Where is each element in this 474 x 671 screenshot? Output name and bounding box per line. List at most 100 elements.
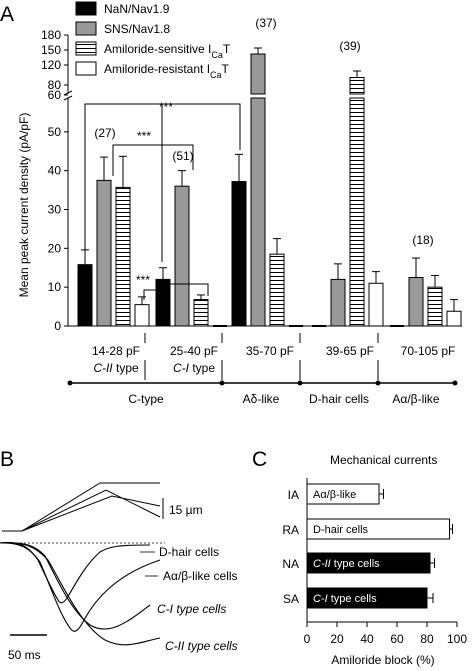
bar-label-c: C-II type cells [313,558,380,570]
current-traces [0,541,161,646]
bar [193,299,209,327]
trace-a-beta [0,542,161,632]
scale-bar-x-label: 50 ms [8,648,41,662]
x-tick-label: 20 [330,632,344,646]
bar [231,181,247,327]
y-tick-label: 10 [48,280,62,294]
category-label-c: RA [282,523,299,537]
stimulus-ramps [2,482,164,532]
bracket-3 [143,289,162,300]
trace-c-i [0,542,151,630]
bar [77,264,93,327]
category-range: 39-65 pF [326,344,374,358]
significance-1: *** [159,100,173,114]
n-label: (37) [255,16,276,30]
x-tick-label: 100 [447,632,467,646]
bar [427,286,443,327]
bar [349,77,365,95]
bar [96,179,112,327]
y-axis-label: Mean peak current density (pA/pF) [17,113,31,298]
trace-label-c-ii: C-II type cells [165,639,238,653]
bar [330,278,346,327]
legend-label: SNS/Nav1.8 [104,22,170,36]
bar-label-c: D-hair cells [313,524,369,536]
n-label: (51) [172,149,193,163]
n-label: (27) [94,126,115,140]
y-tick-label: 20 [48,241,62,255]
x-tick-label: 40 [360,632,374,646]
bars-a: (27) (51) (37) (39) (18) [68,16,462,327]
legend-swatch [75,61,97,76]
category-range: 70-105 pF [401,344,456,358]
n-label: (39) [339,39,360,53]
x-tick-label: 60 [390,632,404,646]
ramp-trace-2 [2,495,161,532]
category-range: 35-70 pF [246,344,294,358]
category-type: C-II type [93,361,139,375]
bar [134,304,150,327]
category-type: C-I type [173,361,215,375]
legend: NaN/Nav1.9 SNS/Nav1.8 Amiloride-sensitive … [75,1,231,80]
ramp-trace-1 [2,482,160,532]
category-range: 14-28 pF [92,344,140,358]
category-labels: 14-28 pF C-II type 25-40 pF C-I type 35-70 p… [92,333,455,380]
significance-3: *** [136,273,150,287]
cell-group-label: Aα/β-like [392,392,440,406]
bar-label-c: Aα/β-like [313,489,356,501]
legend-label: Amiloride-resistant ICaT [104,62,230,80]
y-tick-label: 0 [54,319,61,333]
legend-label: Amiloride-sensitive ICaT [104,42,231,60]
y-tick-label: 40 [48,164,62,178]
n-label: (18) [412,233,433,247]
trace-label-a-beta: Aα/β-like cells [163,569,238,583]
bar [250,97,266,327]
y-tick-label: 120 [41,58,61,72]
y-tick-label: 50 [48,125,62,139]
category-label-c: SA [283,592,299,606]
bar [250,53,266,95]
trace-labels: D-hair cells Aα/β-like cells C-I type ce… [140,545,238,653]
bracket-2 [112,144,194,176]
cell-group-label: Aδ-like [243,392,280,406]
bar [408,276,424,327]
legend-swatch [75,21,97,36]
cell-group-line: C-type Aδ-like D-hair cells Aα/β-like [67,380,458,406]
panel-label-c: C [252,448,267,471]
y-tick-label: 180 [41,28,61,42]
category-label-c: IA [288,488,299,502]
significance-2: *** [137,129,151,143]
panel-label-a: A [0,3,14,26]
trace-label-d-hair: D-hair cells [159,545,219,559]
bar [174,185,190,327]
y-tick-label: 150 [41,43,61,57]
panel-label-b: B [0,448,14,471]
y-tick-label: 80 [48,78,62,92]
bar [349,97,365,327]
scale-bar-y-label: 15 µm [169,503,203,517]
trace-c-ii [0,542,161,646]
legend-label: NaN/Nav1.9 [104,2,170,16]
y-tick-label: 60 [48,88,62,102]
x-tick-label: 80 [420,632,434,646]
bar [446,310,462,327]
ramp-trace-3 [2,489,161,532]
panel-c-title: Mechanical currents [330,453,437,467]
legend-swatch [75,1,97,16]
trace-d-hair [0,541,151,604]
y-tick-label: 30 [48,203,62,217]
significance-brackets: *** *** *** [84,100,241,300]
category-range: 25-40 pF [170,344,218,358]
bar [368,282,384,327]
trace-label-c-i: C-I type cells [157,602,226,616]
bar-label-c: C-I type cells [313,593,377,605]
cell-group-label: C-type [128,392,164,406]
bar [115,186,131,327]
x-axis-label-c: Amiloride block (%) [331,653,434,667]
cell-group-label: D-hair cells [309,392,369,406]
category-label-c: NA [282,557,299,571]
legend-swatch [75,41,97,56]
bars-c: 0 20 40 60 80 100 IA Aα/β-like RA D-hair cells NA C… [282,478,467,646]
x-tick-label: 0 [304,632,311,646]
